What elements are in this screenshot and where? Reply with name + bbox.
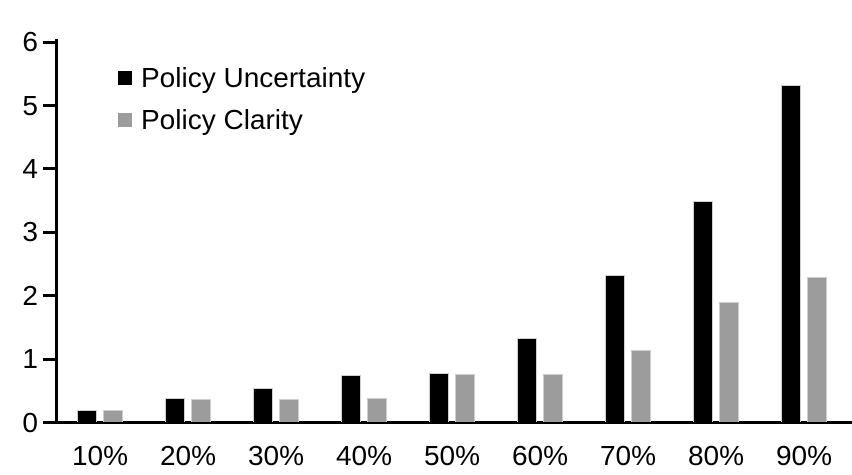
- bar-policy-clarity-70%: [631, 349, 651, 423]
- bar-policy-clarity-40%: [367, 398, 387, 423]
- y-axis-tick: [43, 357, 56, 361]
- bar-policy-clarity-50%: [455, 373, 475, 423]
- y-axis-line: [55, 39, 58, 424]
- x-axis-label: 90%: [775, 440, 833, 471]
- x-axis-label: 80%: [687, 440, 745, 471]
- bar-policy-uncertainty-20%: [165, 398, 185, 423]
- x-axis-label: 40%: [335, 440, 393, 471]
- y-tick-label: 5: [22, 89, 38, 121]
- legend-swatch-black-icon: [118, 71, 132, 85]
- legend-item-policy-clarity: Policy Clarity: [118, 104, 365, 135]
- y-tick-label: 2: [22, 279, 38, 311]
- bar-policy-uncertainty-80%: [693, 200, 713, 423]
- bar-policy-clarity-90%: [807, 276, 827, 423]
- x-axis-label: 10%: [71, 440, 129, 471]
- bar-policy-uncertainty-70%: [605, 275, 625, 423]
- bar-policy-uncertainty-40%: [341, 374, 361, 423]
- legend-swatch-gray-icon: [118, 113, 132, 127]
- x-axis-label: 30%: [247, 440, 305, 471]
- y-tick-label: 0: [22, 406, 38, 438]
- y-axis-tick: [43, 167, 56, 171]
- y-axis-tick: [43, 40, 56, 44]
- bar-policy-clarity-80%: [719, 302, 739, 423]
- y-tick-label: 6: [22, 26, 38, 58]
- bar-policy-clarity-10%: [103, 409, 123, 423]
- y-axis-tick: [43, 104, 56, 107]
- x-axis-label: 70%: [599, 440, 657, 471]
- bar-policy-uncertainty-30%: [253, 387, 273, 423]
- y-axis-tick: [43, 421, 56, 424]
- bar-policy-clarity-60%: [543, 373, 563, 423]
- bar-policy-clarity-20%: [191, 399, 211, 423]
- y-axis-tick: [43, 294, 56, 298]
- x-axis-label: 60%: [511, 440, 569, 471]
- bar-policy-uncertainty-10%: [77, 409, 97, 423]
- y-tick-label: 3: [22, 216, 38, 248]
- legend: Policy Uncertainty Policy Clarity: [118, 62, 366, 148]
- bar-policy-clarity-30%: [279, 399, 299, 423]
- y-tick-label: 1: [22, 343, 38, 375]
- legend-item-policy-uncertainty: Policy Uncertainty: [118, 62, 366, 93]
- bar-policy-uncertainty-60%: [517, 338, 537, 423]
- legend-label-policy-uncertainty: Policy Uncertainty: [141, 62, 366, 93]
- bar-policy-uncertainty-90%: [781, 84, 801, 423]
- x-axis-label: 50%: [423, 440, 481, 471]
- x-axis-label: 20%: [159, 440, 217, 471]
- legend-label-policy-clarity: Policy Clarity: [141, 104, 303, 135]
- y-axis-tick: [43, 230, 56, 234]
- bar-policy-uncertainty-50%: [429, 373, 449, 423]
- x-axis-line: [55, 421, 852, 424]
- y-tick-label: 4: [22, 152, 38, 184]
